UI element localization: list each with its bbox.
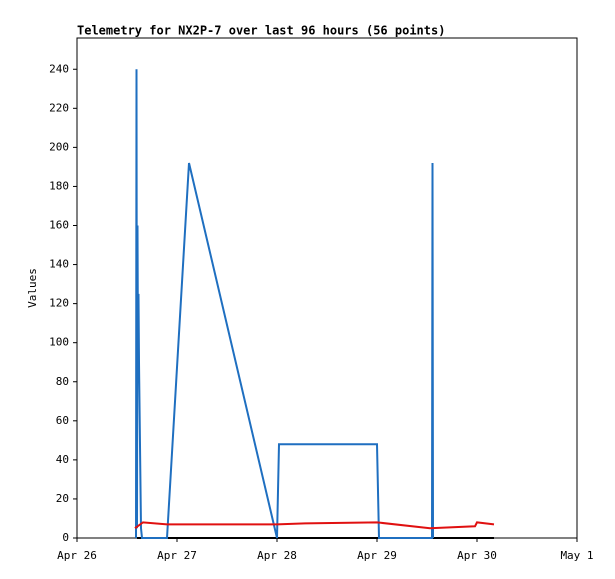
x-tick-label: Apr 26 xyxy=(57,549,97,562)
y-tick-label: 60 xyxy=(56,414,69,427)
chart-title: Telemetry for NX2P-7 over last 96 hours … xyxy=(77,24,445,38)
y-tick-label: 120 xyxy=(49,297,69,310)
y-tick-label: 80 xyxy=(56,375,69,388)
y-tick-label: 40 xyxy=(56,453,69,466)
series-line xyxy=(135,69,434,539)
y-tick-label: 240 xyxy=(49,62,69,75)
y-tick-label: 200 xyxy=(49,140,69,153)
y-tick-label: 220 xyxy=(49,101,69,114)
x-tick-label: Apr 30 xyxy=(457,549,497,562)
y-tick-label: 0 xyxy=(62,531,69,544)
y-tick-label: 140 xyxy=(49,258,69,271)
y-axis-label: Values xyxy=(26,268,39,308)
y-tick-label: 180 xyxy=(49,179,69,192)
plot-frame xyxy=(76,37,578,539)
y-tick-label: 160 xyxy=(49,219,69,232)
x-tick-label: Apr 28 xyxy=(257,549,297,562)
x-tick-label: May 1 xyxy=(560,549,593,562)
y-tick-label: 100 xyxy=(49,336,69,349)
x-tick-label: Apr 29 xyxy=(357,549,397,562)
y-tick-label: 20 xyxy=(56,492,69,505)
series-line xyxy=(134,521,495,530)
x-tick-label: Apr 27 xyxy=(157,549,197,562)
